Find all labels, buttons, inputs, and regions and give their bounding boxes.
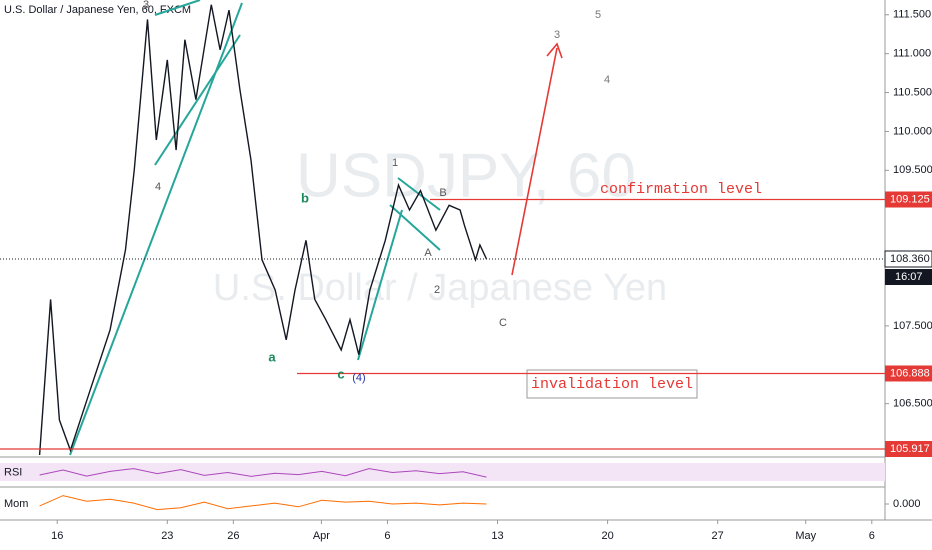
- x-tick-label: 20: [601, 530, 613, 542]
- x-tick-label: 16: [51, 530, 63, 542]
- y-tick-label: 107.500: [893, 320, 932, 332]
- level-label: 106.888: [890, 367, 930, 379]
- wave-label: A: [424, 247, 432, 259]
- rsi-band: [0, 463, 885, 481]
- level-tag: [885, 441, 932, 458]
- invalidation-box: [526, 369, 698, 399]
- wave-label: 5: [595, 9, 601, 21]
- wave-label: 1: [392, 157, 398, 169]
- countdown-tag: [885, 269, 932, 285]
- watermark-sub: U.S. Dollar / Japanese Yen: [213, 267, 667, 309]
- wave-label: 2: [434, 284, 440, 296]
- projection-arrow: [511, 42, 563, 276]
- trend-lines: [69, 0, 441, 456]
- mom-name: Mom: [4, 498, 28, 510]
- wave-label: 4: [155, 181, 161, 193]
- watermark: USDJPY, 60: [296, 141, 636, 210]
- price-line: [38, 4, 488, 456]
- current-price-label: 108.360: [890, 253, 930, 265]
- wave-label: 4: [604, 74, 610, 86]
- level-tag: [885, 191, 932, 208]
- level-label: 109.125: [890, 193, 930, 205]
- level-text: invalidation level: [531, 376, 693, 393]
- x-tick-label: 6: [869, 530, 875, 542]
- mom-tick-label: 0.000: [893, 498, 921, 510]
- wave-label: b: [301, 190, 309, 205]
- wave-label: c: [337, 366, 344, 381]
- price-tag: [884, 250, 932, 268]
- x-tick-label: 6: [384, 530, 390, 542]
- x-tick-label: 13: [491, 530, 503, 542]
- level-label: 105.917: [890, 443, 930, 455]
- y-tick-label: 106.500: [893, 398, 932, 410]
- chart-title: U.S. Dollar / Japanese Yen, 60, FXCM: [4, 4, 191, 16]
- y-tick-label: 109.500: [893, 164, 932, 176]
- countdown: 16:07: [895, 271, 923, 283]
- x-tick-label: 27: [712, 530, 724, 542]
- y-tick-label: 111.500: [893, 9, 931, 21]
- rsi-name: RSI: [4, 466, 22, 478]
- y-tick-label: 110.500: [893, 86, 932, 98]
- wave-label: C: [499, 317, 507, 329]
- wave-label: a: [268, 349, 276, 364]
- x-tick-label: Apr: [313, 530, 330, 542]
- wave-label: B: [439, 187, 446, 199]
- x-tick-label: 26: [227, 530, 239, 542]
- level-text: confirmation level: [600, 181, 762, 198]
- rsi-line: [39, 468, 487, 478]
- x-tick-label: May: [795, 530, 816, 542]
- y-tick-label: 110.000: [893, 125, 932, 137]
- wave-label: 3: [143, 0, 149, 11]
- mom-line: [39, 495, 487, 511]
- x-tick-label: 23: [161, 530, 173, 542]
- wave-label: 3: [554, 29, 560, 41]
- y-tick-label: 111.000: [893, 48, 931, 60]
- wave-label: (4): [352, 372, 365, 384]
- level-tag: [885, 365, 932, 382]
